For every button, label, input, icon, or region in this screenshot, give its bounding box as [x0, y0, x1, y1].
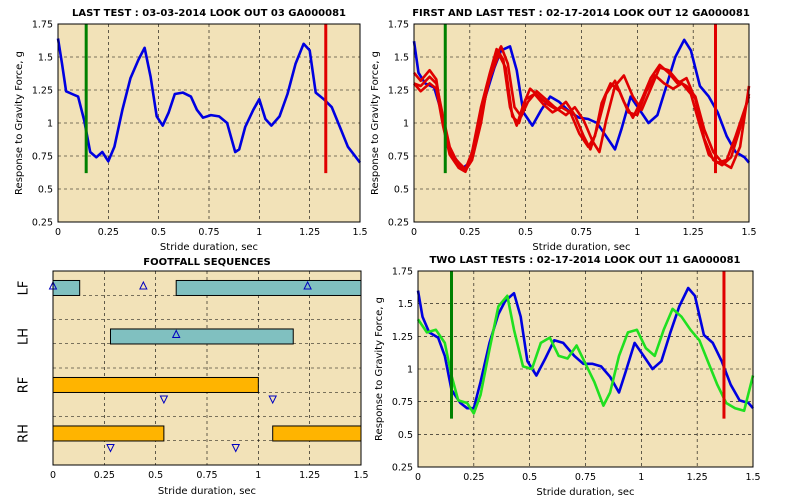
footfall-bar-RH-0 [52, 425, 165, 442]
x-axis-label: Stride duration, sec [158, 486, 256, 497]
y-tick-label: 1.75 [388, 20, 409, 31]
plot-frame [417, 270, 754, 468]
y-tick-label: 0.5 [394, 185, 409, 196]
footfall-event-marker [139, 280, 148, 290]
x-tick-label: 0 [55, 227, 61, 238]
y-tick-label: 1.25 [32, 86, 53, 97]
y-tick-label: 1.25 [388, 86, 409, 97]
y-axis-label: Response to Gravity Force, g [14, 51, 25, 195]
series-line-2 [413, 47, 751, 171]
chart-title: FOOTFALL SEQUENCES [143, 257, 271, 268]
y-tick-label: 1 [403, 119, 409, 130]
y-tick-label: 1 [407, 365, 413, 376]
row-label-RF: RF [17, 377, 32, 394]
footfall-event-marker [106, 443, 115, 453]
x-tick-label: 1.5 [353, 470, 368, 481]
x-tick-label: 1.5 [741, 227, 756, 238]
series-line-0 [416, 286, 754, 410]
x-axis-label: Stride duration, sec [160, 242, 258, 253]
x-tick-label: 0.25 [463, 472, 484, 483]
x-tick-label: 1 [634, 227, 640, 238]
series-line-0 [56, 38, 362, 164]
x-tick-label: 1 [638, 472, 644, 483]
x-tick-label: 0.25 [98, 227, 119, 238]
x-tick-label: 0.5 [148, 470, 163, 481]
footfall-event-marker [171, 329, 181, 338]
chart-panel-0: 0 0.25 0.5 0.75 1 1.25 1.50.250.50.7511.251.51… [14, 8, 368, 253]
x-tick-label: 0.75 [575, 472, 596, 483]
y-axis-label: Response to Gravity Force, g [374, 297, 385, 441]
x-tick-label: 1.5 [352, 227, 367, 238]
y-axis-label: Response to Gravity Force, g [370, 51, 381, 195]
x-tick-label: 0.5 [518, 227, 533, 238]
x-tick-label: 0 [411, 227, 417, 238]
x-tick-label: 1.25 [299, 470, 320, 481]
x-tick-label: 1.5 [745, 472, 760, 483]
y-tick-label: 0.25 [32, 218, 53, 229]
plot-frame [52, 270, 362, 466]
row-label-RH: RH [17, 424, 32, 443]
footfall-event-marker [231, 443, 241, 453]
y-tick-label: 0.5 [398, 430, 413, 441]
x-axis-label: Stride duration, sec [536, 487, 634, 498]
chart-panel-2: 0 0.25 0.5 0.75 1 1.25 1.5 FOOTFALL SEQUENCES St… [17, 257, 369, 497]
plot-frame [57, 23, 361, 223]
x-tick-label: 0.5 [522, 472, 537, 483]
y-tick-label: 1.75 [392, 267, 413, 278]
row-label-LF: LF [17, 281, 32, 296]
x-tick-label: 0.75 [571, 227, 592, 238]
y-tick-label: 0.75 [392, 397, 413, 408]
y-tick-label: 1.75 [32, 20, 53, 31]
y-tick-label: 1.5 [398, 299, 413, 310]
chart-title: FIRST AND LAST TEST : 02-17-2014 LOOK OU… [412, 8, 750, 19]
y-tick-label: 1.5 [394, 53, 409, 64]
row-label-LH: LH [17, 328, 32, 345]
y-tick-label: 0.5 [38, 185, 53, 196]
x-axis-label: Stride duration, sec [532, 242, 630, 253]
x-tick-label: 0.75 [198, 227, 219, 238]
chart-panel-3: 0 0.25 0.5 0.75 1 1.25 1.50.250.50.7511.251.51… [374, 255, 761, 498]
x-tick-label: 1.25 [299, 227, 320, 238]
x-tick-label: 0 [415, 472, 421, 483]
y-tick-label: 1.5 [38, 53, 53, 64]
chart-panel-1: 0 0.25 0.5 0.75 1 1.25 1.50.250.50.7511.251.51… [370, 8, 757, 253]
x-tick-label: 0.75 [196, 470, 217, 481]
plot-frame [413, 23, 750, 223]
y-tick-label: 0.25 [388, 218, 409, 229]
x-tick-label: 0.5 [151, 227, 166, 238]
x-tick-label: 0 [50, 470, 56, 481]
x-tick-label: 0.25 [94, 470, 115, 481]
x-tick-label: 1.25 [683, 227, 704, 238]
x-tick-label: 0.25 [459, 227, 480, 238]
chart-title: TWO LAST TESTS : 02-17-2014 LOOK OUT 11 … [429, 255, 740, 266]
y-tick-label: 1.25 [392, 332, 413, 343]
footfall-bar-LF-1 [175, 279, 362, 296]
y-tick-label: 0.75 [388, 152, 409, 163]
footfall-event-marker [159, 395, 169, 405]
series-line-1 [416, 294, 755, 415]
x-tick-label: 1.25 [687, 472, 708, 483]
footfall-bar-RH-1 [272, 425, 362, 442]
x-tick-label: 1 [255, 470, 261, 481]
chart-title: LAST TEST : 03-03-2014 LOOK OUT 03 GA000… [72, 8, 346, 19]
footfall-event-marker [268, 395, 278, 405]
series-line-3 [413, 53, 751, 174]
x-tick-label: 1 [256, 227, 262, 238]
y-tick-label: 1 [47, 119, 53, 130]
footfall-event-marker [303, 280, 312, 290]
y-tick-label: 0.75 [32, 152, 53, 163]
footfall-bar-RF-0 [52, 376, 259, 393]
y-tick-label: 0.25 [392, 463, 413, 474]
footfall-bar-LF-0 [52, 279, 81, 296]
footfall-bar-LH-0 [109, 328, 294, 345]
